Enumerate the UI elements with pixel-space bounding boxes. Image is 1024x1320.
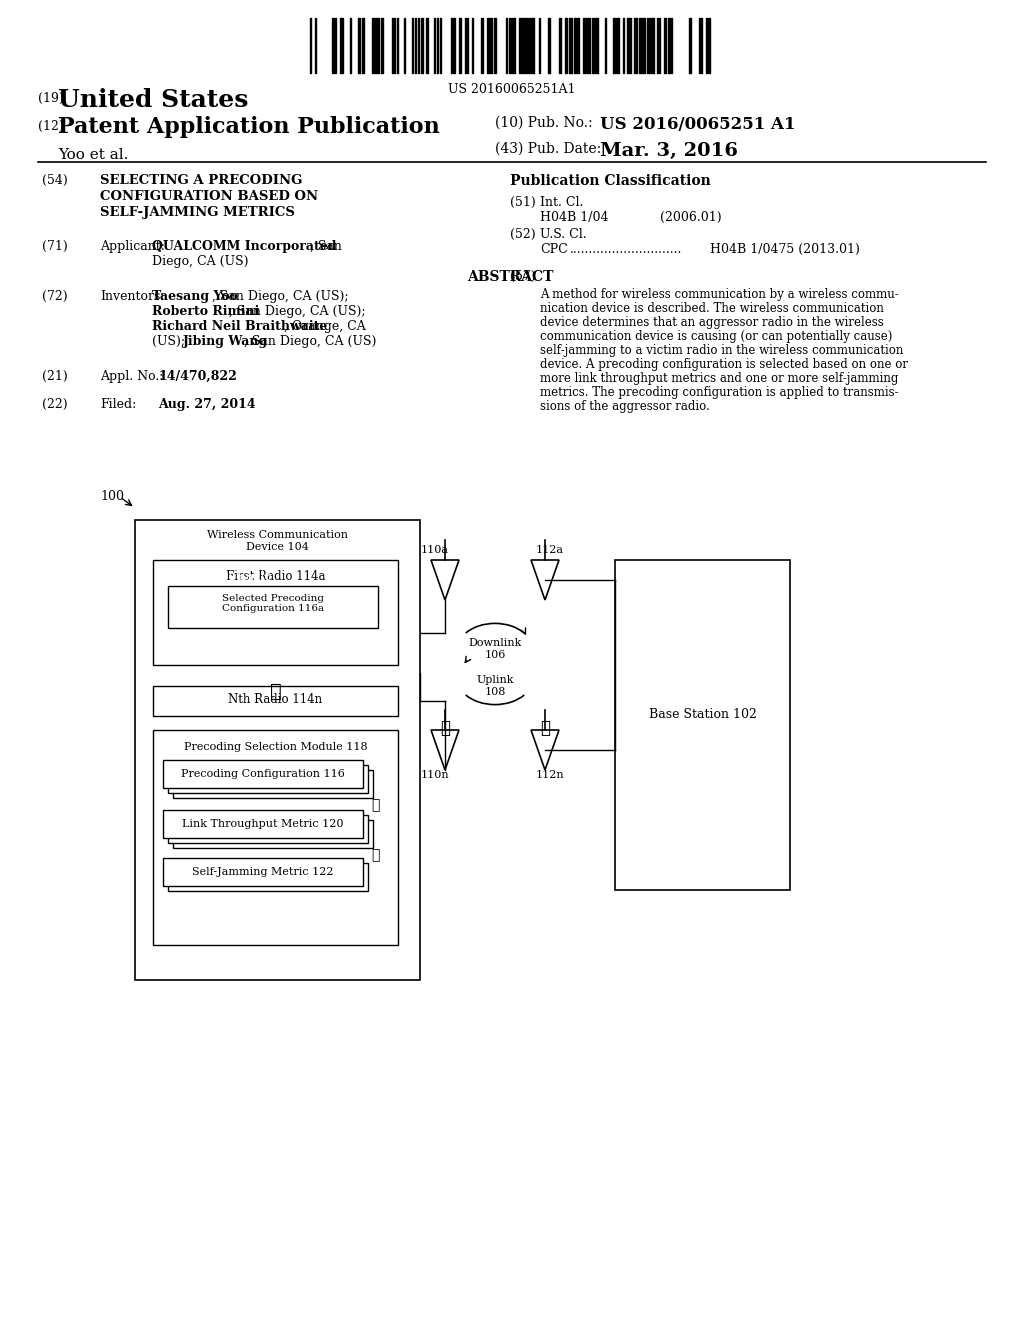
Text: (51): (51)	[510, 195, 536, 209]
Text: Wireless Communication
Device 104: Wireless Communication Device 104	[207, 531, 348, 552]
Text: ABSTRACT: ABSTRACT	[467, 271, 553, 284]
Text: Yoo et al.: Yoo et al.	[58, 148, 128, 162]
Text: 110a: 110a	[421, 545, 449, 554]
Text: Mar. 3, 2016: Mar. 3, 2016	[600, 143, 738, 160]
Text: Filed:: Filed:	[100, 399, 136, 411]
FancyBboxPatch shape	[168, 586, 378, 628]
Text: 100: 100	[100, 490, 124, 503]
Text: ⋱: ⋱	[371, 799, 379, 812]
FancyBboxPatch shape	[135, 520, 420, 979]
FancyBboxPatch shape	[163, 858, 362, 886]
Text: CONFIGURATION BASED ON: CONFIGURATION BASED ON	[100, 190, 318, 203]
Text: H04B 1/0475 (2013.01): H04B 1/0475 (2013.01)	[710, 243, 860, 256]
Text: device. A precoding configuration is selected based on one or: device. A precoding configuration is sel…	[540, 358, 908, 371]
Text: A method for wireless communication by a wireless commu-: A method for wireless communication by a…	[540, 288, 899, 301]
Text: Publication Classification: Publication Classification	[510, 174, 711, 187]
Text: Inventors:: Inventors:	[100, 290, 165, 304]
Text: , San Diego, CA (US);: , San Diego, CA (US);	[229, 305, 366, 318]
FancyBboxPatch shape	[153, 730, 398, 945]
FancyBboxPatch shape	[173, 820, 373, 847]
FancyBboxPatch shape	[173, 770, 373, 799]
Text: communication device is causing (or can potentially cause): communication device is causing (or can …	[540, 330, 892, 343]
Text: Patent Application Publication: Patent Application Publication	[58, 116, 439, 139]
Text: , San Diego, CA (US): , San Diego, CA (US)	[244, 335, 376, 348]
FancyBboxPatch shape	[168, 814, 368, 843]
Text: Roberto Rimini: Roberto Rimini	[152, 305, 259, 318]
Text: Nth Radio 114n: Nth Radio 114n	[228, 693, 323, 706]
Text: (21): (21)	[42, 370, 68, 383]
Text: .............................: .............................	[570, 243, 682, 256]
Text: First Radio: First Radio	[205, 570, 275, 583]
Text: (43) Pub. Date:: (43) Pub. Date:	[495, 143, 601, 156]
Text: , Orange, CA: , Orange, CA	[284, 319, 366, 333]
Text: ⋮: ⋮	[269, 682, 282, 701]
Text: Self-Jamming Metric 122: Self-Jamming Metric 122	[193, 867, 334, 876]
Text: (19): (19)	[38, 92, 63, 106]
Text: (71): (71)	[42, 240, 68, 253]
Text: Appl. No.:: Appl. No.:	[100, 370, 164, 383]
Text: SELF-JAMMING METRICS: SELF-JAMMING METRICS	[100, 206, 295, 219]
Text: (54): (54)	[42, 174, 68, 187]
Text: , San Diego, CA (US);: , San Diego, CA (US);	[213, 290, 349, 304]
Text: Jibing Wang: Jibing Wang	[183, 335, 268, 348]
Text: 110n: 110n	[421, 770, 450, 780]
Text: H04B 1/04: H04B 1/04	[540, 211, 608, 224]
Text: First Radio 114a: First Radio 114a	[225, 570, 326, 583]
Text: Int. Cl.: Int. Cl.	[540, 195, 584, 209]
FancyBboxPatch shape	[163, 810, 362, 838]
Text: Applicant:: Applicant:	[100, 240, 165, 253]
Text: 112n: 112n	[536, 770, 564, 780]
Text: SELECTING A PRECODING: SELECTING A PRECODING	[100, 174, 302, 187]
FancyBboxPatch shape	[153, 560, 398, 665]
FancyBboxPatch shape	[153, 686, 398, 715]
Text: Aug. 27, 2014: Aug. 27, 2014	[158, 399, 256, 411]
Text: (72): (72)	[42, 290, 68, 304]
Text: QUALCOMM Incorporated: QUALCOMM Incorporated	[152, 240, 337, 253]
Text: US 2016/0065251 A1: US 2016/0065251 A1	[600, 116, 796, 133]
Text: (57): (57)	[510, 271, 536, 282]
Text: Selected Precoding
Configuration 116a: Selected Precoding Configuration 116a	[222, 594, 324, 614]
Text: 112a: 112a	[536, 545, 564, 554]
Text: Precoding Selection Module 118: Precoding Selection Module 118	[183, 742, 368, 752]
Text: CPC: CPC	[540, 243, 567, 256]
Text: sions of the aggressor radio.: sions of the aggressor radio.	[540, 400, 710, 413]
FancyBboxPatch shape	[163, 760, 362, 788]
Text: (12): (12)	[38, 120, 63, 133]
Text: (10) Pub. No.:: (10) Pub. No.:	[495, 116, 593, 129]
Text: ⋮: ⋮	[540, 719, 550, 737]
Text: Downlink
106: Downlink 106	[468, 638, 521, 660]
Text: United States: United States	[58, 88, 249, 112]
FancyBboxPatch shape	[168, 863, 368, 891]
Text: Taesang Yoo: Taesang Yoo	[152, 290, 238, 304]
Text: Richard Neil Braithwaite: Richard Neil Braithwaite	[152, 319, 328, 333]
Text: Precoding Configuration 116: Precoding Configuration 116	[181, 770, 345, 779]
Text: self-jamming to a victim radio in the wireless communication: self-jamming to a victim radio in the wi…	[540, 345, 903, 356]
Text: (2006.01): (2006.01)	[660, 211, 722, 224]
FancyBboxPatch shape	[615, 560, 790, 890]
Text: ⋮: ⋮	[440, 719, 450, 737]
Text: device determines that an aggressor radio in the wireless: device determines that an aggressor radi…	[540, 315, 884, 329]
Text: , San: , San	[310, 240, 342, 253]
Text: ⋱: ⋱	[371, 847, 379, 862]
Text: metrics. The precoding configuration is applied to transmis-: metrics. The precoding configuration is …	[540, 385, 899, 399]
Text: US 20160065251A1: US 20160065251A1	[449, 83, 575, 96]
Text: more link throughput metrics and one or more self-jamming: more link throughput metrics and one or …	[540, 372, 898, 385]
Text: 14/470,822: 14/470,822	[158, 370, 237, 383]
FancyBboxPatch shape	[168, 766, 368, 793]
Text: nication device is described. The wireless communication: nication device is described. The wirele…	[540, 302, 884, 315]
Text: U.S. Cl.: U.S. Cl.	[540, 228, 587, 242]
Text: Link Throughput Metric 120: Link Throughput Metric 120	[182, 818, 344, 829]
Text: Base Station 102: Base Station 102	[648, 709, 757, 722]
Text: Uplink
108: Uplink 108	[476, 675, 514, 697]
Text: (22): (22)	[42, 399, 68, 411]
Text: (52): (52)	[510, 228, 536, 242]
Text: (US);: (US);	[152, 335, 189, 348]
Text: Diego, CA (US): Diego, CA (US)	[152, 255, 249, 268]
